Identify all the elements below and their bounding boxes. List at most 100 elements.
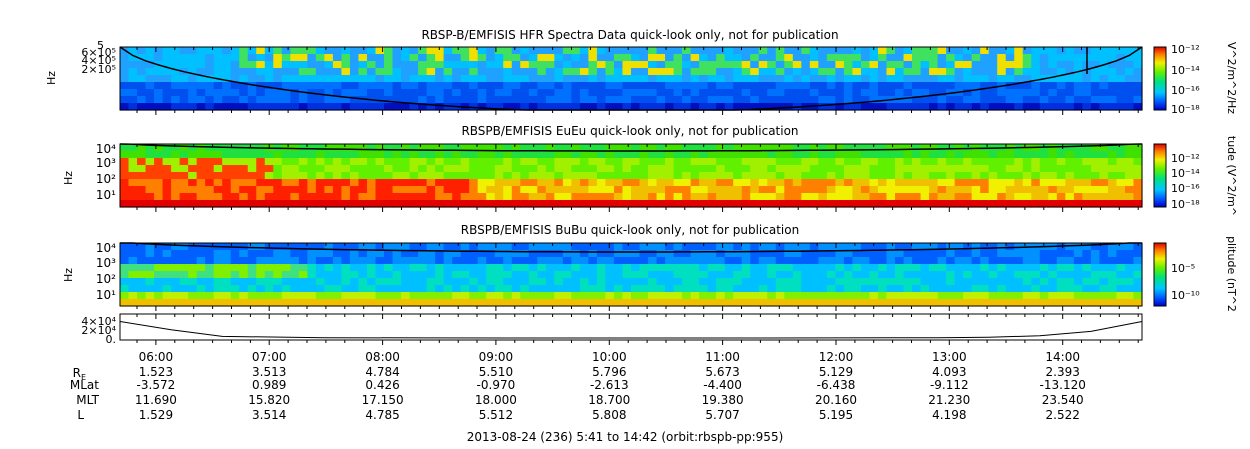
spectrogram-cell: [579, 200, 590, 208]
spectrogram-cell: [758, 103, 768, 111]
spectrogram-cell: [886, 193, 896, 201]
spectrogram-cell: [613, 47, 624, 55]
spectrogram-cell: [579, 82, 590, 90]
spectrogram-cell: [682, 264, 692, 272]
hfr-cbar-tick: 10⁻¹⁶: [1171, 84, 1200, 97]
spectrogram-cell: [826, 96, 836, 104]
spectrogram-cell: [588, 151, 598, 159]
spectrogram-cell: [971, 278, 981, 286]
spectrogram-cell: [239, 264, 249, 272]
spectrogram-cell: [835, 278, 845, 286]
spectrogram-cell: [366, 89, 377, 97]
spectrogram-cell: [724, 257, 734, 265]
spectrogram-cell: [699, 250, 709, 258]
spectrogram-cell: [384, 82, 394, 90]
spectrogram-cell: [324, 250, 334, 258]
spectrogram-cell: [980, 179, 990, 187]
spectrogram-cell: [145, 68, 155, 76]
spectrogram-cell: [154, 68, 164, 76]
spectrogram-cell: [281, 172, 291, 180]
spectrogram-cell: [903, 299, 913, 307]
spectrogram-cell: [656, 96, 666, 104]
spectrogram-cell: [758, 54, 768, 62]
spectrogram-cell: [1116, 271, 1126, 279]
spectrogram-cell: [767, 61, 777, 69]
spectrogram-cell: [886, 47, 896, 55]
spectrogram-cell: [613, 264, 624, 272]
spectrogram-cell: [137, 200, 147, 208]
spectrogram-cell: [963, 82, 973, 90]
spectrogram-cell: [392, 89, 402, 97]
spectrogram-cell: [264, 264, 274, 272]
spectrogram-cell: [392, 285, 402, 293]
spectrogram-cell: [1056, 47, 1066, 55]
spectrogram-cell: [145, 250, 155, 258]
spectrogram-cell: [341, 299, 351, 307]
spectrogram-cell: [307, 278, 317, 286]
spectrogram-cell: [375, 193, 385, 201]
spectrogram-cell: [409, 257, 419, 265]
spectrogram-cell: [741, 172, 751, 180]
spectrogram-cell: [528, 75, 538, 83]
spectrogram-cell: [341, 54, 351, 62]
spectrogram-cell: [613, 96, 624, 104]
spectrogram-cell: [537, 200, 547, 208]
spectrogram-cell: [545, 172, 555, 180]
spectrogram-cell: [792, 299, 802, 307]
spectrogram-cell: [1048, 165, 1058, 173]
spectrogram-cell: [946, 68, 956, 76]
spectrogram-cell: [137, 250, 147, 258]
spectrogram-cell: [1082, 82, 1092, 90]
spectrogram-cell: [418, 82, 428, 90]
hfr-panel: RBSP-B/EMFISIS HFR Spectra Data quick-lo…: [45, 28, 1238, 116]
spectrogram-cell: [912, 144, 922, 152]
spectrogram-cell: [835, 61, 845, 69]
spectrogram-cell: [392, 243, 402, 251]
spectrogram-cell: [869, 299, 879, 307]
spectrogram-cell: [895, 61, 905, 69]
spectrogram-cell: [358, 243, 368, 251]
spectrogram-cell: [290, 61, 300, 69]
spectrogram-cell: [1005, 75, 1015, 83]
spectrogram-cell: [596, 193, 607, 201]
spectrogram-cell: [963, 243, 973, 251]
spectrogram-cell: [349, 158, 360, 166]
spectrogram-cell: [494, 186, 504, 194]
spectrogram-cell: [869, 68, 879, 76]
spectrogram-cell: [835, 264, 845, 272]
spectrogram-cell: [503, 299, 513, 307]
spectrogram-cell: [818, 151, 828, 159]
spectrogram-cell: [656, 179, 666, 187]
ephem-value: 4.785: [365, 408, 399, 422]
spectrogram-cell: [724, 75, 734, 83]
spectrogram-cell: [877, 250, 888, 258]
spectrogram-cell: [1022, 54, 1032, 62]
spectrogram-cell: [511, 151, 521, 159]
spectrogram-cell: [852, 250, 862, 258]
spectrogram-cell: [409, 61, 419, 69]
spectrogram-cell: [741, 250, 751, 258]
spectrogram-cell: [196, 257, 206, 265]
spectrogram-cell: [1090, 158, 1101, 166]
spectrogram-cell: [1056, 165, 1066, 173]
spectrogram-cell: [818, 172, 828, 180]
spectrogram-cell: [877, 75, 888, 83]
spectrogram-cell: [230, 165, 240, 173]
spectrogram-cell: [631, 144, 641, 152]
spectrogram-cell: [639, 61, 649, 69]
spectrogram-cell: [341, 68, 351, 76]
spectrogram-cell: [1065, 47, 1075, 55]
spectrogram-cell: [179, 186, 189, 194]
spectrogram-cell: [895, 243, 905, 251]
spectrogram-cell: [179, 158, 189, 166]
spectrogram-cell: [375, 243, 385, 251]
spectrogram-cell: [1005, 47, 1015, 55]
spectrogram-cell: [613, 158, 624, 166]
spectrogram-cell: [528, 82, 538, 90]
spectrogram-cell: [912, 179, 922, 187]
spectrogram-cell: [767, 292, 777, 300]
spectrogram-cell: [758, 144, 768, 152]
spectrogram-cell: [256, 89, 266, 97]
spectrogram-cell: [545, 264, 555, 272]
